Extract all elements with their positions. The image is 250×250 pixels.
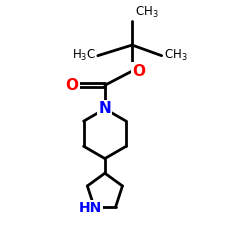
Text: H$_3$C: H$_3$C [72, 48, 96, 63]
Text: N: N [98, 102, 111, 116]
Text: O: O [65, 78, 78, 93]
Text: CH$_3$: CH$_3$ [135, 4, 159, 20]
Text: O: O [133, 64, 146, 78]
Text: CH$_3$: CH$_3$ [164, 48, 187, 63]
Text: HN: HN [79, 201, 102, 215]
